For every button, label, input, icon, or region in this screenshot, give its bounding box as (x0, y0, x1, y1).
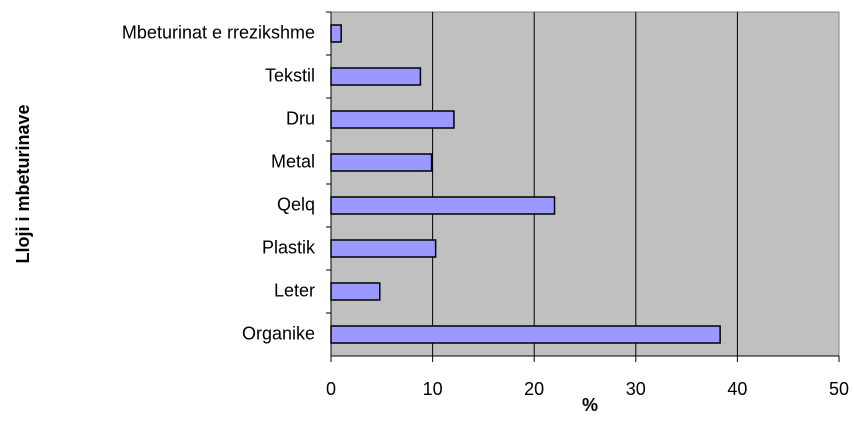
bar (330, 153, 433, 172)
plot-area (330, 11, 840, 357)
x-tick-label: 20 (524, 379, 544, 399)
y-tick-label: Dru (286, 108, 315, 128)
y-tick-label: Mbeturinat e rrezikshme (122, 22, 315, 42)
x-tick-label: 30 (626, 379, 646, 399)
bar (330, 239, 437, 258)
y-tick-label: Tekstil (265, 65, 315, 85)
bar (330, 282, 381, 301)
y-axis-label: Lloji i mbeturinave (13, 104, 33, 263)
bar (330, 67, 422, 86)
y-tick-label: Qelq (277, 194, 315, 214)
bar (330, 325, 721, 344)
x-tick-label: 0 (326, 379, 336, 399)
y-tick-label: Organike (242, 323, 315, 343)
x-tick-label: 10 (423, 379, 443, 399)
bar (330, 196, 556, 215)
y-tick-label: Leter (274, 280, 315, 300)
bar (330, 110, 455, 129)
x-tick-label: 40 (727, 379, 747, 399)
x-axis-label: % (582, 395, 598, 415)
bar (330, 24, 342, 43)
x-tick-label: 50 (829, 379, 849, 399)
y-tick-label: Metal (271, 151, 315, 171)
y-tick-label: Plastik (262, 237, 316, 257)
